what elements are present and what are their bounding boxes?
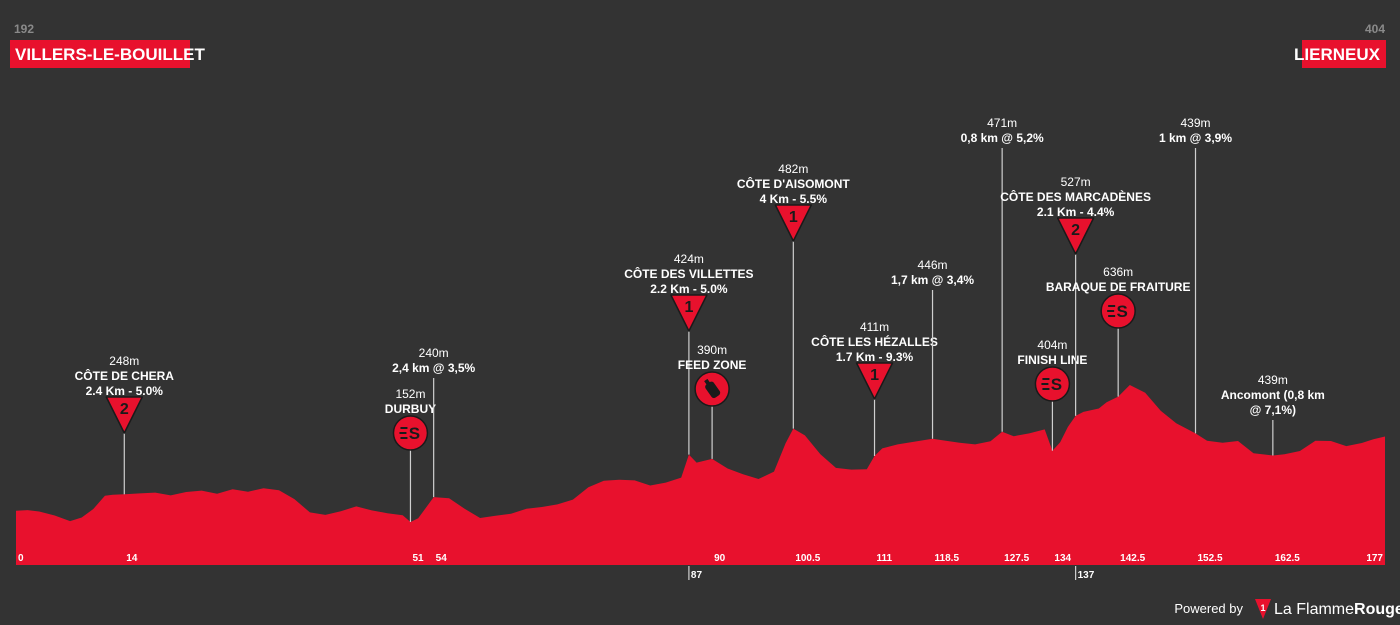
km-label: 134 xyxy=(1054,553,1071,564)
marker-label: 1,7 km @ 3,4% xyxy=(891,273,974,287)
km-label: 90 xyxy=(714,553,726,564)
km-label: 14 xyxy=(126,553,138,564)
finish-elevation: 404 xyxy=(1365,22,1385,36)
km-label: 100.5 xyxy=(795,553,820,564)
marker-label: 1 km @ 3,9% xyxy=(1159,131,1232,145)
marker-altitude: 390m xyxy=(697,343,727,357)
svg-text:S: S xyxy=(1051,375,1062,394)
marker-label: FEED ZONE xyxy=(678,358,747,372)
marker-altitude: 471m xyxy=(987,116,1017,130)
marker-label: CÔTE LES HÉZALLES xyxy=(811,334,938,349)
marker-label: DURBUY xyxy=(385,402,436,416)
km-label: 152.5 xyxy=(1198,553,1223,564)
marker-altitude: 482m xyxy=(778,162,808,176)
km-label: 51 xyxy=(412,553,424,564)
marker-label: 2.2 Km - 5.0% xyxy=(650,282,728,296)
start-city-box xyxy=(10,40,190,68)
marker-label: 2.1 Km - 4.4% xyxy=(1037,205,1115,219)
km-label: 162.5 xyxy=(1275,553,1300,564)
footer-branding: Powered by 1 La FlammeRouge xyxy=(1174,599,1400,619)
marker-altitude: 424m xyxy=(674,252,704,266)
marker-altitude: 404m xyxy=(1037,338,1067,352)
climb-category-number: 2 xyxy=(120,401,129,418)
marker-altitude: 439m xyxy=(1258,373,1288,387)
marker-label: @ 7,1%) xyxy=(1250,403,1296,417)
climb-category-icon: 2 xyxy=(105,396,144,434)
climb-category-number: 1 xyxy=(870,367,879,384)
finish-city-box xyxy=(1302,40,1386,68)
km-label: 0 xyxy=(18,553,24,564)
climb-category-icon: 1 xyxy=(670,294,708,332)
km-label: 127.5 xyxy=(1004,553,1029,564)
start-elevation: 192 xyxy=(14,22,34,36)
marker-label: BARAQUE DE FRAITURE xyxy=(1046,280,1191,294)
marker-label: FINISH LINE xyxy=(1017,353,1087,367)
km-label: 87 xyxy=(691,570,703,581)
km-labels: 0 14 51 54 87 90 100.5 111 118.5 127.5 134 137 142.5… xyxy=(18,553,1383,581)
marker-altitude: 439m xyxy=(1180,116,1210,130)
marker-altitude: 152m xyxy=(395,387,425,401)
marker-label: CÔTE DES VILLETTES xyxy=(624,266,753,281)
marker-label: 0,8 km @ 5,2% xyxy=(961,131,1044,145)
km-label: 137 xyxy=(1078,570,1095,581)
climb-category-number: 1 xyxy=(684,299,693,316)
climb-category-icon: 1 xyxy=(855,362,894,400)
marker-label: 4 Km - 5.5% xyxy=(760,192,828,206)
climb-category-number: 2 xyxy=(1071,222,1080,239)
marker-altitude: 636m xyxy=(1103,265,1133,279)
svg-text:S: S xyxy=(409,424,420,443)
marker-label: 1.7 Km - 9.3% xyxy=(836,350,914,364)
marker-altitude: 411m xyxy=(860,320,889,334)
marker-altitude: 248m xyxy=(109,354,139,368)
elevation-profile-area xyxy=(16,385,1385,565)
svg-text:S: S xyxy=(1116,302,1127,321)
climb-category-icon: 1 xyxy=(774,204,813,242)
sprint-icon: S xyxy=(1034,366,1071,402)
km-label: 118.5 xyxy=(935,553,960,564)
km-label: 142.5 xyxy=(1120,553,1145,564)
marker-label: CÔTE DE CHERA xyxy=(75,368,175,383)
km-label: 177 xyxy=(1366,553,1383,564)
start-city-name: VILLERS-LE-BOUILLET xyxy=(15,45,205,64)
marker-label: Ancomont (0,8 km xyxy=(1221,388,1325,402)
flamme-rouge-logo-icon: 1 xyxy=(1255,599,1271,619)
marker-label: 2.4 Km - 5.0% xyxy=(86,384,164,398)
climb-category-icon: 2 xyxy=(1056,217,1095,255)
climb-category-number: 1 xyxy=(789,209,798,226)
km-label: 54 xyxy=(436,553,448,564)
svg-text:1: 1 xyxy=(1260,603,1265,613)
finish-city-name: LIERNEUX xyxy=(1294,45,1381,64)
marker-altitude: 240m xyxy=(419,346,449,360)
powered-by-text: Powered by xyxy=(1174,601,1243,616)
marker-label: CÔTE DES MARCADÈNES xyxy=(1000,189,1151,204)
km-label: 111 xyxy=(877,553,893,564)
sprint-icon: S xyxy=(1100,293,1136,329)
feed-bottle-icon xyxy=(694,371,730,407)
sprint-icon: S xyxy=(392,415,429,451)
marker-label: CÔTE D'AISOMONT xyxy=(737,176,851,191)
marker-altitude: 527m xyxy=(1061,175,1091,189)
brand-name: La FlammeRouge xyxy=(1274,601,1400,618)
marker-label: 2,4 km @ 3,5% xyxy=(392,361,475,375)
marker-altitude: 446m xyxy=(918,258,948,272)
